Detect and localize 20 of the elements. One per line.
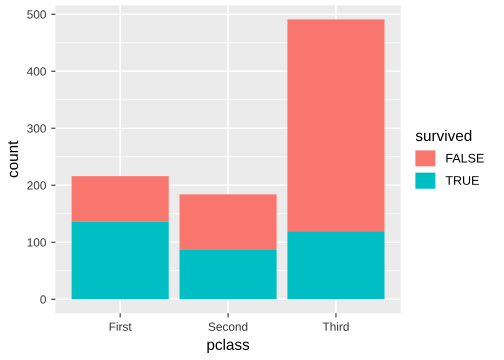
y-tick-label: 200 bbox=[27, 181, 46, 190]
bar bbox=[287, 19, 384, 232]
bar bbox=[287, 231, 384, 300]
y-axis-title: count bbox=[8, 140, 18, 178]
legend-title: survived bbox=[416, 130, 472, 142]
bar bbox=[72, 222, 169, 300]
bar bbox=[72, 176, 169, 222]
y-tick-label: 500 bbox=[27, 10, 46, 19]
bar bbox=[180, 250, 277, 300]
legend-label: TRUE bbox=[446, 176, 479, 185]
y-tick-label: 400 bbox=[26, 67, 46, 76]
x-tick-label: Third bbox=[322, 322, 349, 331]
y-tick-label: 100 bbox=[28, 238, 46, 247]
x-tick-label: Second bbox=[208, 322, 248, 331]
y-tick-label: 300 bbox=[27, 124, 46, 133]
y-tick-label: 0 bbox=[40, 295, 46, 304]
x-axis-title: pclass bbox=[207, 338, 250, 354]
legend-label: FALSE bbox=[446, 154, 484, 163]
x-tick-label: First bbox=[110, 322, 132, 331]
bar bbox=[180, 194, 277, 250]
